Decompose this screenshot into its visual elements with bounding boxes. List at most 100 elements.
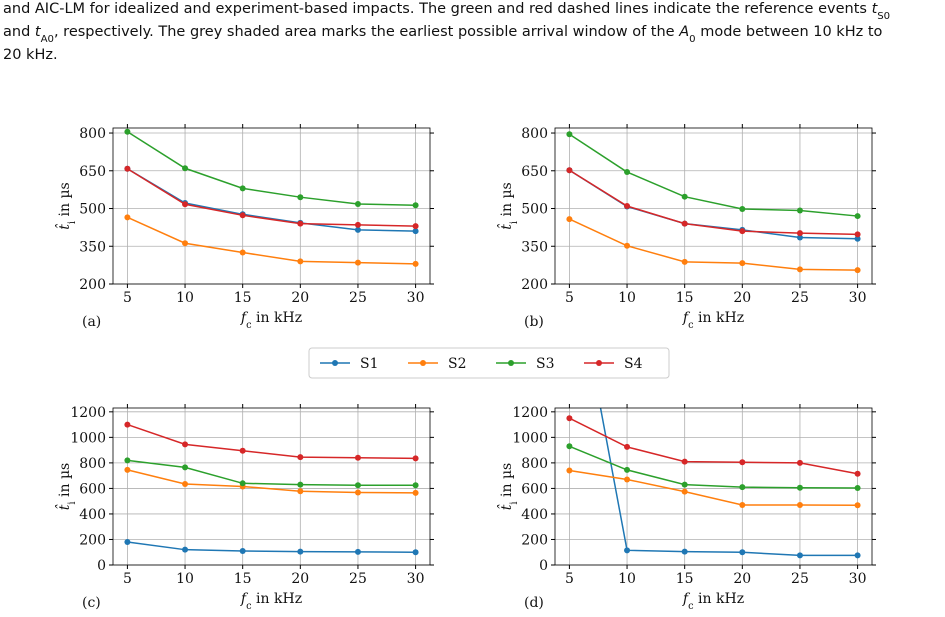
x-tick-label: 10 — [176, 290, 194, 306]
data-point — [624, 169, 631, 176]
legend-text: S4 — [624, 356, 643, 372]
text-run: c — [688, 601, 694, 612]
text-run: c — [246, 601, 252, 612]
y-tick-label: 800 — [79, 126, 106, 142]
panel-label: (b) — [524, 314, 544, 330]
x-tick-label: 15 — [234, 290, 252, 306]
data-point — [681, 481, 688, 488]
data-point — [739, 459, 746, 466]
y-tick-label: 350 — [79, 239, 106, 255]
y-tick-label: 1000 — [70, 430, 106, 446]
data-point — [239, 249, 246, 256]
legend-box — [308, 347, 670, 379]
text-run: in µs — [57, 463, 73, 502]
text-run: A — [678, 24, 689, 40]
data-point — [681, 458, 688, 465]
legend-text: S3 — [536, 356, 555, 372]
data-point — [681, 258, 688, 265]
text-run: in kHz — [252, 591, 302, 607]
x-tick-label: 30 — [849, 571, 867, 587]
data-point — [354, 221, 361, 228]
x-tick-label: 30 — [407, 571, 425, 587]
data-point — [182, 464, 189, 471]
y-tick-label: 1200 — [512, 405, 548, 421]
axes-frame — [112, 127, 431, 285]
y-tick-label: 200 — [521, 532, 548, 548]
axes-frame — [554, 407, 873, 566]
data-point — [239, 480, 246, 487]
x-tick-label: 10 — [618, 571, 636, 587]
legend-label: S3 — [536, 356, 555, 372]
legend-marker — [420, 360, 426, 366]
series-line — [127, 216, 416, 265]
legend-marker — [508, 360, 514, 366]
text-run: f — [682, 591, 691, 607]
x-tick-label: 5 — [565, 571, 574, 587]
x-tick-label: 30 — [849, 290, 867, 306]
data-point — [739, 484, 746, 491]
data-point — [124, 539, 131, 546]
data-point — [796, 484, 803, 491]
x-tick-label: 25 — [349, 290, 367, 306]
subplot: 200 350 500 650 800 5 10 15 20 25 30 fc in kHz t̂i i… — [54, 124, 434, 331]
data-point — [796, 502, 803, 509]
data-point — [796, 230, 803, 237]
x-tick-label: 5 — [123, 571, 132, 587]
data-point — [796, 459, 803, 466]
data-point — [124, 466, 131, 473]
data-point — [739, 549, 746, 556]
x-tick-label: 20 — [291, 290, 309, 306]
data-point — [354, 489, 361, 496]
data-point — [739, 228, 746, 235]
data-point — [796, 207, 803, 214]
data-point — [739, 206, 746, 213]
y-axis-label: t̂i in µs — [496, 182, 520, 229]
series-line — [569, 169, 858, 236]
y-tick-label: 200 — [521, 277, 548, 293]
y-tick-label: 650 — [521, 164, 548, 180]
data-point — [566, 443, 573, 450]
text-run: f — [240, 310, 249, 326]
x-tick-label: 25 — [349, 571, 367, 587]
series-line — [569, 445, 858, 489]
x-axis-label: fc in kHz — [682, 591, 744, 612]
legend-label: S2 — [448, 356, 467, 372]
data-point — [854, 470, 861, 477]
data-point — [182, 480, 189, 487]
data-point — [182, 240, 189, 247]
y-tick-label: 200 — [79, 277, 106, 293]
legend: S1 S2 S3 S4 — [320, 356, 643, 372]
series-line — [127, 459, 416, 486]
x-tick-label: 5 — [123, 290, 132, 306]
data-point — [624, 476, 631, 483]
series-line — [569, 469, 858, 507]
panel-label: (d) — [524, 595, 544, 611]
text-run: 0 — [689, 34, 695, 45]
data-point — [624, 443, 631, 450]
data-point — [354, 259, 361, 266]
data-point — [124, 128, 131, 135]
x-axis-label: fc in kHz — [682, 310, 744, 331]
series-line — [599, 408, 858, 557]
y-axis-label: t̂i in µs — [496, 463, 520, 510]
text-run: and AIC-LM for idealized and experiment-… — [3, 1, 872, 17]
y-tick-label: 600 — [521, 481, 548, 497]
text-run: in µs — [499, 182, 515, 221]
subplot: 200 350 500 650 800 5 10 15 20 25 30 fc in kHz t̂i i… — [496, 124, 876, 331]
y-tick-label: 0 — [539, 558, 548, 574]
y-tick-label: 650 — [79, 164, 106, 180]
x-tick-label: 20 — [291, 571, 309, 587]
y-tick-label: 800 — [521, 456, 548, 472]
data-point — [239, 547, 246, 554]
data-point — [412, 489, 419, 496]
caption-line: and AIC-LM for idealized and experiment-… — [3, 1, 890, 22]
data-point — [239, 212, 246, 219]
text-run: in kHz — [252, 310, 302, 326]
x-tick-label: 10 — [618, 290, 636, 306]
caption-line: 20 kHz. — [3, 47, 58, 63]
text-run: t — [872, 1, 879, 17]
data-point — [412, 260, 419, 267]
text-run: in µs — [499, 463, 515, 502]
data-point — [354, 548, 361, 555]
data-point — [624, 547, 631, 554]
